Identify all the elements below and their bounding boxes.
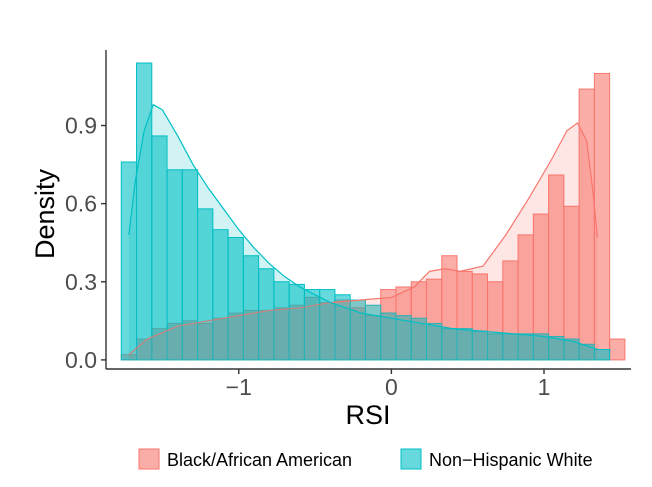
legend-swatch-black-african-american <box>138 448 160 470</box>
y-tick-label: 0.9 <box>65 113 97 139</box>
non-hispanic-white-density-area <box>128 104 598 360</box>
black-african-american-density-area <box>128 122 598 360</box>
non-hispanic-white-bar <box>593 348 611 361</box>
density-curves <box>128 103 599 360</box>
x-axis-label: RSI <box>345 400 390 430</box>
non-hispanic-white-bars <box>120 62 611 361</box>
y-tick-label: 0.6 <box>65 191 97 217</box>
legend-label-black-african-american: Black/African American <box>167 450 352 470</box>
legend: Black/African American Non−Hispanic Whit… <box>138 448 593 470</box>
y-tick-label: 0.0 <box>65 347 97 373</box>
legend-swatch-non-hispanic-white <box>400 448 422 470</box>
black-african-american-bar <box>609 338 626 361</box>
x-tick-label: 0 <box>385 374 398 400</box>
y-ticks: 0.0 0.3 0.6 0.9 <box>65 113 106 373</box>
non-hispanic-white-density-line <box>128 103 598 351</box>
x-tick-label: −1 <box>226 374 252 400</box>
x-ticks: −1 0 1 <box>226 369 551 400</box>
x-tick-label: 1 <box>538 374 551 400</box>
y-tick-label: 0.3 <box>65 269 97 295</box>
legend-label-non-hispanic-white: Non−Hispanic White <box>429 450 593 470</box>
y-axis-label: Density <box>30 168 60 259</box>
black-african-american-density-line <box>128 122 599 356</box>
